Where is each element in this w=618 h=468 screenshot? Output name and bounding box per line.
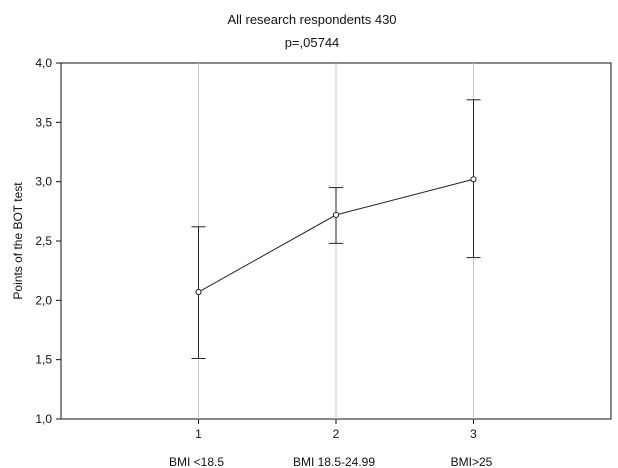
y-tick-label: 1,0 [35,412,52,426]
chart-title: All research respondents 430 [227,12,396,27]
x-tick-label: 3 [470,427,477,441]
data-point [195,288,202,296]
category-label: BMI <18.5 [169,455,224,468]
y-tick-label: 3,0 [35,175,52,189]
y-axis-label: Points of the BOT test [11,182,25,300]
category-label: BMI>25 [451,455,493,468]
data-point [470,176,477,183]
y-tick-label: 3,5 [35,115,52,129]
y-tick-label: 1,5 [35,353,52,367]
chart-subtitle: p=,05744 [285,35,340,50]
y-tick-label: 2,0 [35,293,52,307]
x-tick-label: 1 [195,427,202,441]
y-tick-label: 4,0 [35,56,52,70]
category-label: BMI 18.5-24.99 [293,455,375,468]
data-point [332,211,340,218]
y-tick-label: 2,5 [35,234,52,248]
x-tick-label: 2 [333,427,340,441]
